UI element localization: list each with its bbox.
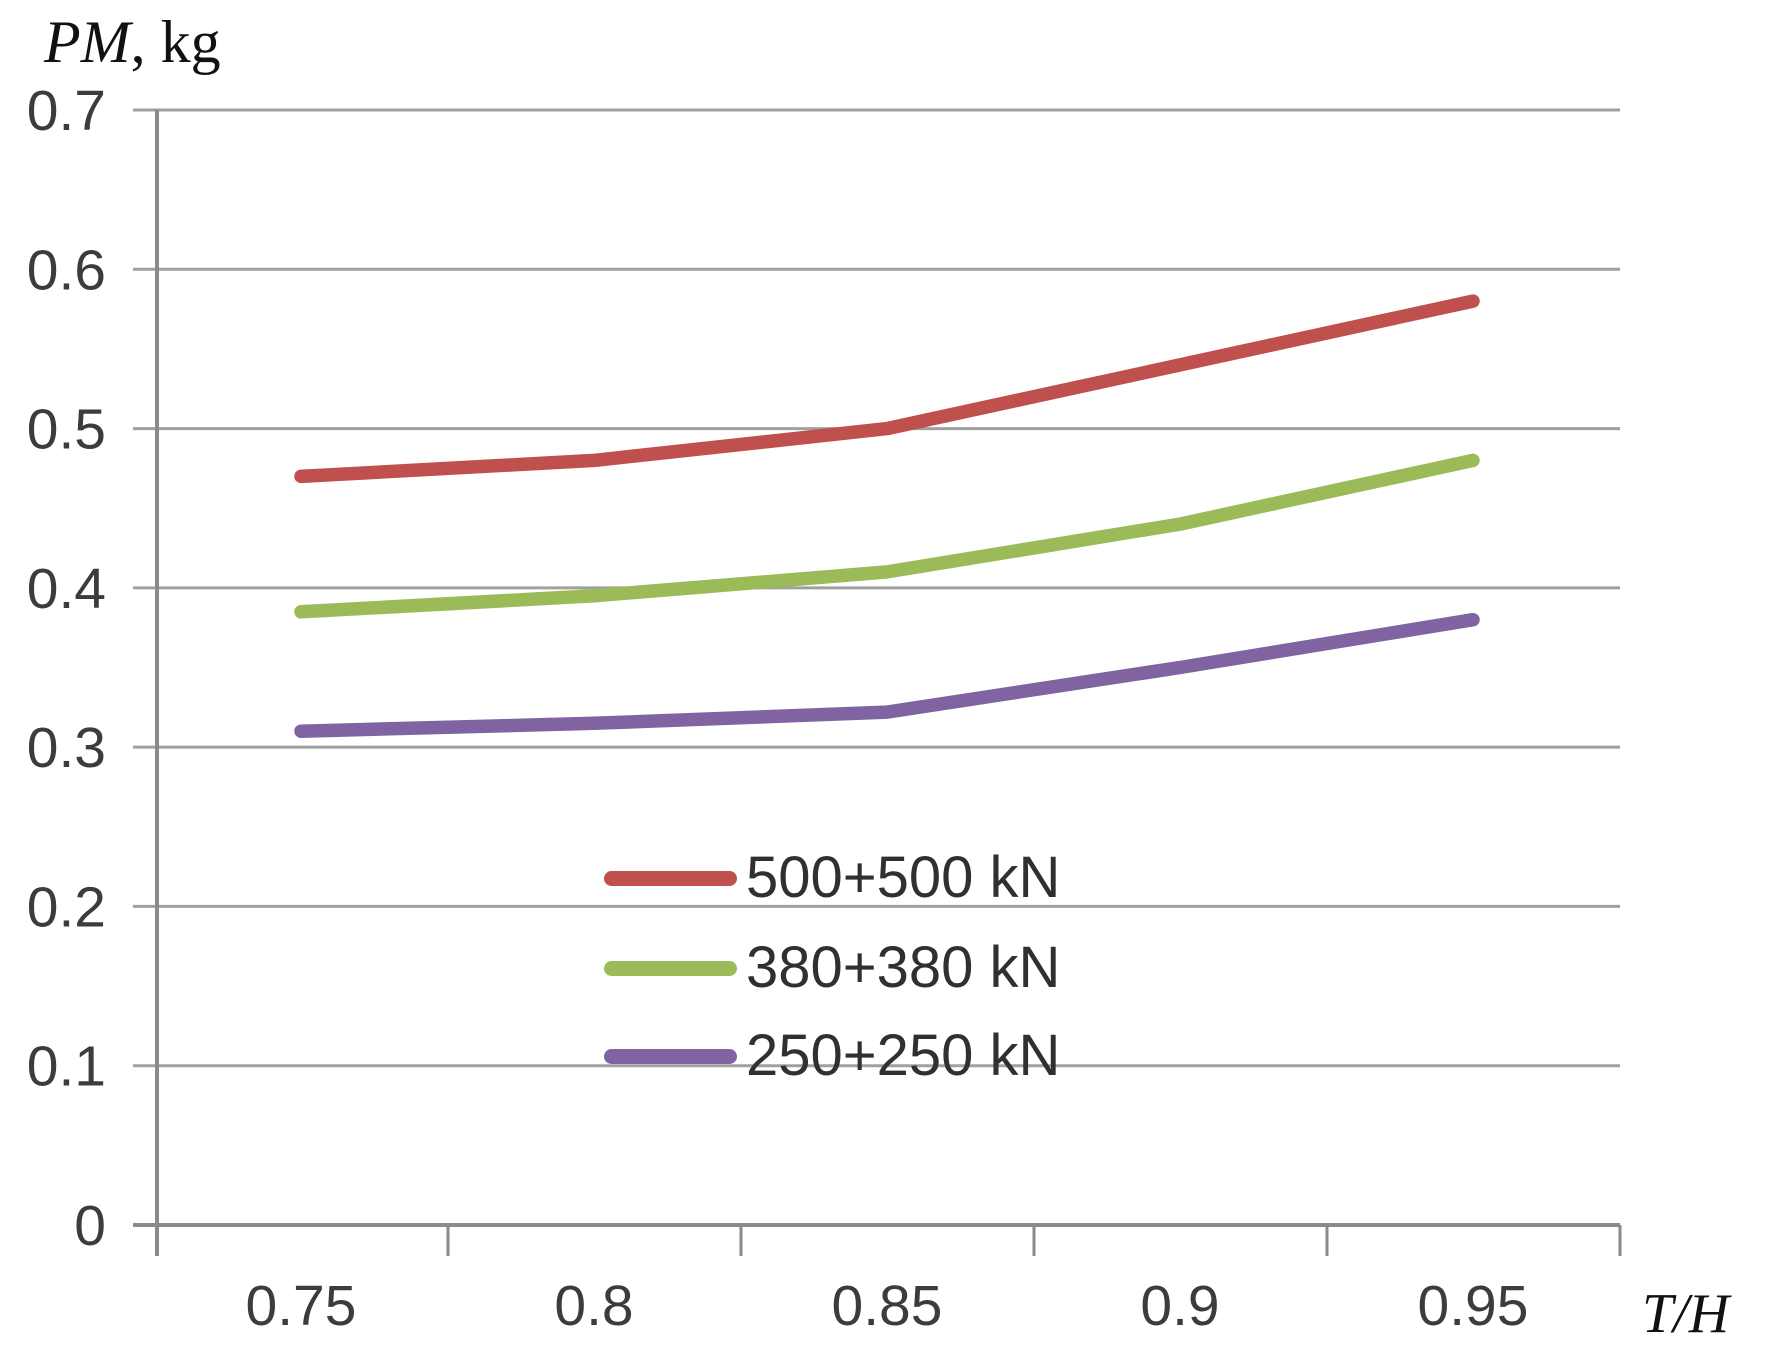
x-tick-label: 0.8 <box>554 1274 633 1338</box>
x-tick-label: 0.9 <box>1140 1274 1219 1338</box>
y-axis-title-unit: , kg <box>130 9 221 75</box>
legend-label: 500+500 kN <box>746 845 1061 910</box>
y-tick-label: 0.2 <box>27 875 106 939</box>
legend-item: 500+500 kN <box>604 848 1060 908</box>
y-axis-title-symbol: PM <box>44 9 131 75</box>
legend-line-swatch-purple <box>604 1048 737 1064</box>
x-tick-label: 0.85 <box>832 1274 943 1338</box>
y-axis-title: PM, kg <box>44 12 221 72</box>
x-axis-title: T/H <box>1642 1286 1729 1342</box>
legend-item: 250+250 kN <box>604 1026 1060 1086</box>
legend-item: 380+380 kN <box>604 938 1060 998</box>
x-tick-label: 0.95 <box>1418 1274 1529 1338</box>
x-tick-label: 0.75 <box>246 1274 357 1338</box>
legend-label: 380+380 kN <box>746 935 1061 1000</box>
series-line <box>294 453 1480 619</box>
y-tick-label: 0.5 <box>27 398 106 462</box>
y-tick-label: 0.7 <box>27 79 106 143</box>
legend-line-swatch-green <box>604 960 737 976</box>
y-tick-label: 0.1 <box>27 1035 106 1099</box>
legend-label: 250+250 kN <box>746 1023 1061 1088</box>
legend-line-swatch-red <box>604 870 737 886</box>
y-tick-label: 0.6 <box>27 238 106 302</box>
y-tick-label: 0 <box>74 1194 106 1258</box>
y-tick-label: 0.4 <box>27 557 106 621</box>
x-axis-title-symbol: T/H <box>1642 1283 1730 1345</box>
y-tick-label: 0.3 <box>27 716 106 780</box>
series-line <box>294 612 1480 738</box>
series-line <box>294 294 1480 484</box>
